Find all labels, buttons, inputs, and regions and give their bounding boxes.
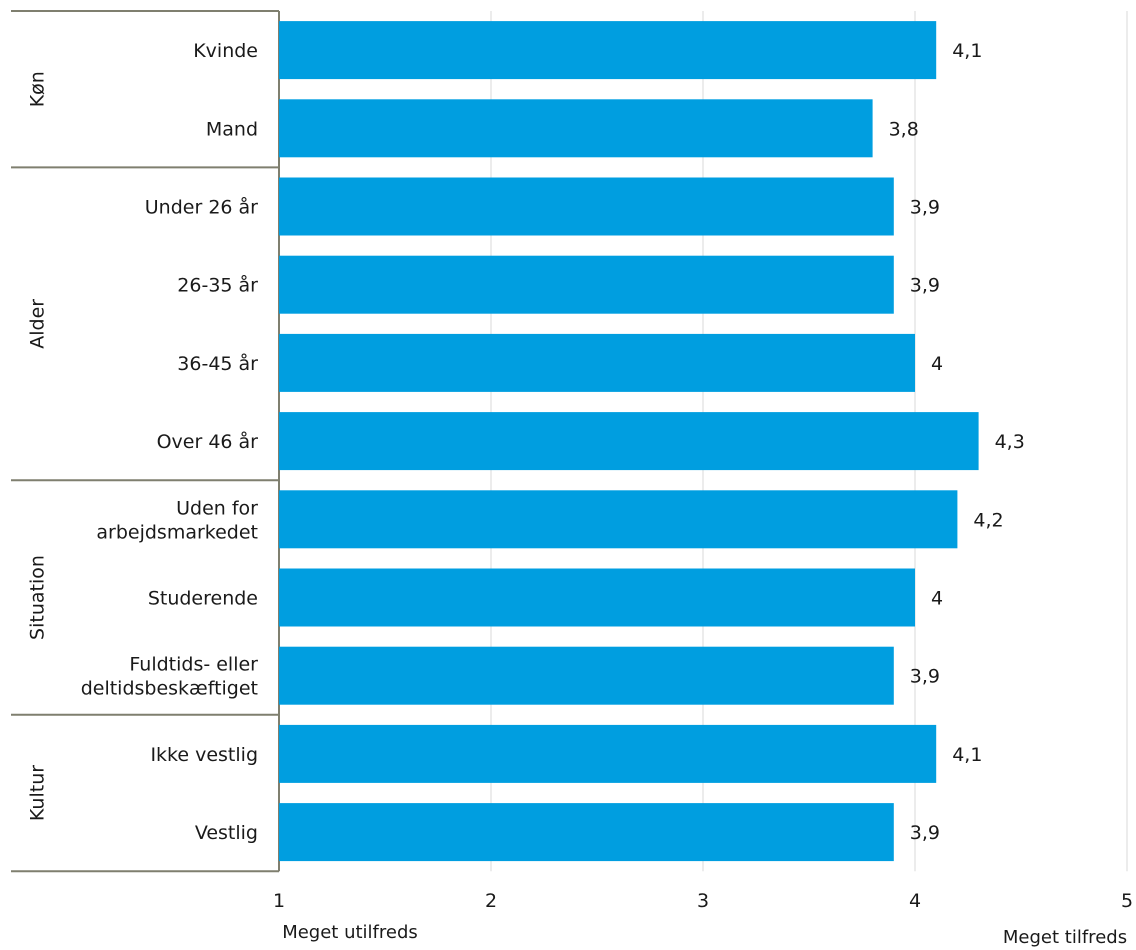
category-label: Kvinde <box>193 40 258 62</box>
category-label: Over 46 år <box>157 430 259 453</box>
data-label: 4,1 <box>952 40 982 62</box>
x-tick-label: 1 <box>273 890 285 912</box>
bar <box>279 21 937 80</box>
data-label: 3,9 <box>910 275 940 297</box>
data-label: 4,2 <box>973 509 1003 531</box>
bar <box>279 412 979 471</box>
group-label: Kultur <box>27 765 49 821</box>
x-axis-min-label: Meget utilfreds <box>282 922 418 943</box>
category-label: Ikke vestlig <box>150 744 258 766</box>
x-tick-label: 3 <box>697 890 709 912</box>
category-label: Under 26 år <box>145 196 258 219</box>
category-label: Studerende <box>148 588 258 610</box>
category-label: Vestlig <box>195 822 258 844</box>
group-label: Køn <box>27 71 49 107</box>
data-label: 4,3 <box>995 431 1025 453</box>
category-label: Mand <box>206 118 258 140</box>
category-label: Fuldtids- eller <box>129 654 258 676</box>
bar <box>279 177 894 236</box>
bar <box>279 333 915 392</box>
group-labels: Køn Alder Situation Kultur <box>27 71 49 821</box>
x-tick-label: 4 <box>909 890 921 912</box>
category-label: arbejdsmarkedet <box>96 521 258 543</box>
data-label: 3,9 <box>910 822 940 844</box>
bar <box>279 255 894 314</box>
data-label: 3,8 <box>889 118 919 140</box>
category-label: Uden for <box>176 497 258 519</box>
x-axis-max-label: Meget tilfreds <box>1003 927 1127 948</box>
bar <box>279 646 894 705</box>
group-label: Situation <box>27 555 49 640</box>
data-label: 3,9 <box>910 666 940 688</box>
x-tick-label: 2 <box>485 890 497 912</box>
x-tick-label: 5 <box>1121 890 1133 912</box>
bar <box>279 803 894 862</box>
bar <box>279 490 958 549</box>
bar <box>279 568 915 627</box>
bar <box>279 724 937 783</box>
data-label: 4,1 <box>952 744 982 766</box>
category-label: 36-45 år <box>177 352 258 375</box>
data-label: 4 <box>931 588 943 610</box>
x-tick-labels: 1 2 3 4 5 <box>273 890 1133 912</box>
group-label: Alder <box>27 299 49 349</box>
data-label: 4 <box>931 353 943 375</box>
category-label: deltidsbeskæftiget <box>81 678 258 700</box>
category-labels: Kvinde Mand Under 26 år 26-35 år 36-45 år Ove… <box>81 40 258 844</box>
bars <box>279 21 979 862</box>
category-label: 26-35 år <box>177 274 258 297</box>
value-labels: 4,1 3,8 3,9 3,9 4 4,3 4,2 4 3,9 4,1 3,9 <box>889 40 1025 844</box>
data-label: 3,9 <box>910 197 940 219</box>
bar <box>279 99 873 158</box>
